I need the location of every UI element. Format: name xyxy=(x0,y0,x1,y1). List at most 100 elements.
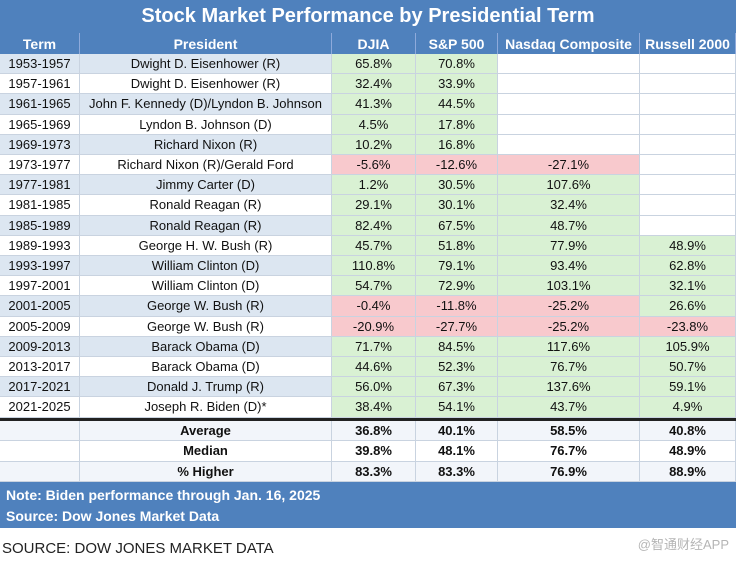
value-cell: 26.6% xyxy=(640,296,736,317)
note: Note: Biden performance through Jan. 16,… xyxy=(6,486,321,503)
value-cell: 17.8% xyxy=(416,114,498,135)
summary-label: Average xyxy=(80,420,332,442)
term: 1997-2001 xyxy=(0,276,80,297)
president: Barack Obama (D) xyxy=(80,336,332,357)
value-cell: 105.9% xyxy=(640,336,736,357)
value-cell xyxy=(640,94,736,115)
value-cell xyxy=(640,114,736,135)
summary-label: Median xyxy=(80,441,332,462)
column-header: S&P 500 xyxy=(416,33,498,54)
president: George W. Bush (R) xyxy=(80,296,332,317)
caption: SOURCE: DOW JONES MARKET DATA xyxy=(2,540,274,557)
value-cell: 45.7% xyxy=(332,235,416,256)
watermark: @智通财经APP xyxy=(637,537,729,552)
term: 1973-1977 xyxy=(0,155,80,176)
column-header: Term xyxy=(0,33,80,54)
value-cell: -27.1% xyxy=(498,155,640,176)
value-cell: 71.7% xyxy=(332,336,416,357)
value-cell: 50.7% xyxy=(640,357,736,378)
summary-value: 76.7% xyxy=(498,441,640,462)
value-cell: -0.4% xyxy=(332,296,416,317)
value-cell xyxy=(640,195,736,216)
divider xyxy=(0,417,736,421)
value-cell: 29.1% xyxy=(332,195,416,216)
value-cell: 48.7% xyxy=(498,215,640,236)
summary-value: 58.5% xyxy=(498,420,640,442)
term: 1993-1997 xyxy=(0,256,80,277)
value-cell: 1.2% xyxy=(332,175,416,196)
president: Richard Nixon (R) xyxy=(80,134,332,155)
value-cell: 56.0% xyxy=(332,377,416,398)
value-cell: 4.5% xyxy=(332,114,416,135)
value-cell: 38.4% xyxy=(332,397,416,418)
value-cell: 137.6% xyxy=(498,377,640,398)
summary-value: 88.9% xyxy=(640,461,736,482)
value-cell: 32.4% xyxy=(498,195,640,216)
president: Donald J. Trump (R) xyxy=(80,377,332,398)
term: 2005-2009 xyxy=(0,316,80,337)
value-cell: 10.2% xyxy=(332,134,416,155)
notes: Note: Biden performance through Jan. 16,… xyxy=(0,482,736,528)
president: Joseph R. Biden (D)* xyxy=(80,397,332,418)
value-cell: 30.1% xyxy=(416,195,498,216)
term: 1953-1957 xyxy=(0,54,80,75)
summary-value: 39.8% xyxy=(332,441,416,462)
value-cell: 110.8% xyxy=(332,256,416,277)
value-cell: -27.7% xyxy=(416,316,498,337)
value-cell: 32.1% xyxy=(640,276,736,297)
value-cell xyxy=(640,215,736,236)
value-cell: -25.2% xyxy=(498,296,640,317)
value-cell xyxy=(640,74,736,95)
summary-blank xyxy=(0,461,80,482)
term: 1969-1973 xyxy=(0,134,80,155)
value-cell: -11.8% xyxy=(416,296,498,317)
value-cell: 67.3% xyxy=(416,377,498,398)
president: Richard Nixon (R)/Gerald Ford xyxy=(80,155,332,176)
value-cell: 44.6% xyxy=(332,357,416,378)
summary-value: 83.3% xyxy=(332,461,416,482)
value-cell: 82.4% xyxy=(332,215,416,236)
summary-value: 40.1% xyxy=(416,420,498,442)
value-cell: -5.6% xyxy=(332,155,416,176)
term: 2001-2005 xyxy=(0,296,80,317)
summary-value: 48.1% xyxy=(416,441,498,462)
value-cell: 44.5% xyxy=(416,94,498,115)
value-cell: 67.5% xyxy=(416,215,498,236)
value-cell: 43.7% xyxy=(498,397,640,418)
president: John F. Kennedy (D)/Lyndon B. Johnson xyxy=(80,94,332,115)
value-cell: 84.5% xyxy=(416,336,498,357)
president: William Clinton (D) xyxy=(80,256,332,277)
title: Stock Market Performance by Presidential… xyxy=(0,0,736,33)
value-cell xyxy=(640,134,736,155)
term: 1961-1965 xyxy=(0,94,80,115)
term: 1957-1961 xyxy=(0,74,80,95)
summary-value: 83.3% xyxy=(416,461,498,482)
term: 2009-2013 xyxy=(0,336,80,357)
value-cell xyxy=(640,155,736,176)
value-cell: 51.8% xyxy=(416,235,498,256)
value-cell: -20.9% xyxy=(332,316,416,337)
term: 1965-1969 xyxy=(0,114,80,135)
value-cell: 70.8% xyxy=(416,54,498,75)
column-header: Nasdaq Composite xyxy=(498,33,640,54)
value-cell: 93.4% xyxy=(498,256,640,277)
value-cell: 48.9% xyxy=(640,235,736,256)
summary-blank xyxy=(0,420,80,442)
value-cell xyxy=(498,114,640,135)
value-cell xyxy=(498,74,640,95)
term: 1977-1981 xyxy=(0,175,80,196)
value-cell: 33.9% xyxy=(416,74,498,95)
value-cell: 77.9% xyxy=(498,235,640,256)
term: 2017-2021 xyxy=(0,377,80,398)
value-cell: 30.5% xyxy=(416,175,498,196)
value-cell: 107.6% xyxy=(498,175,640,196)
president: George W. Bush (R) xyxy=(80,316,332,337)
value-cell: 4.9% xyxy=(640,397,736,418)
term: 2021-2025 xyxy=(0,397,80,418)
value-cell: 16.8% xyxy=(416,134,498,155)
president: Ronald Reagan (R) xyxy=(80,195,332,216)
president: William Clinton (D) xyxy=(80,276,332,297)
value-cell: 59.1% xyxy=(640,377,736,398)
value-cell: 54.1% xyxy=(416,397,498,418)
